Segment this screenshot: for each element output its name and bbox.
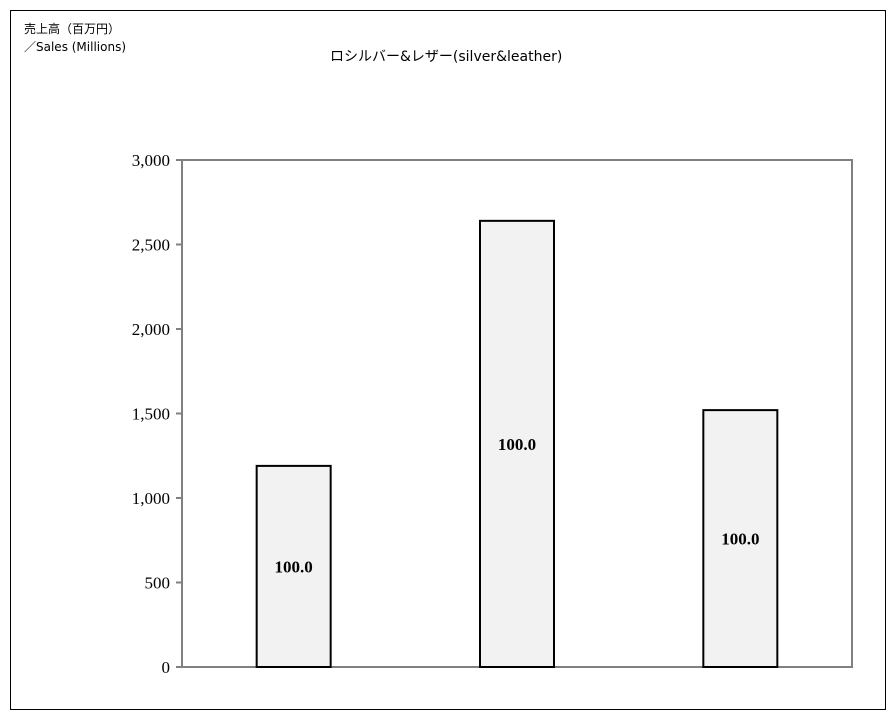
bar-data-label: 100.0 xyxy=(498,435,536,454)
bar-data-label: 100.0 xyxy=(721,530,759,549)
y-tick-label: 2,500 xyxy=(132,236,170,255)
y-tick-label: 3,000 xyxy=(132,151,170,170)
y-tick-label: 1,500 xyxy=(132,405,170,424)
chart-title: ロシルバー&レザー(silver&leather) xyxy=(330,49,563,65)
y-tick-label: 500 xyxy=(145,574,171,593)
y-tick-label: 2,000 xyxy=(132,320,170,339)
y-axis-label: 売上高（百万円） ／Sales (Millions) xyxy=(24,20,126,56)
bar-chart: 0 500 1,000 1,500 2,000 2,500 3,000 100.0 100.0 1… xyxy=(132,151,853,677)
y-axis-label-line2: ／Sales (Millions) xyxy=(24,40,127,54)
bar xyxy=(479,219,555,668)
bar-data-label: 100.0 xyxy=(275,557,313,576)
y-tick-label: 0 xyxy=(162,658,171,677)
y-tick-label: 1,000 xyxy=(132,489,170,508)
y-axis-label-line1: 売上高（百万円） xyxy=(24,22,121,36)
bar xyxy=(255,464,332,669)
bar xyxy=(702,409,779,668)
